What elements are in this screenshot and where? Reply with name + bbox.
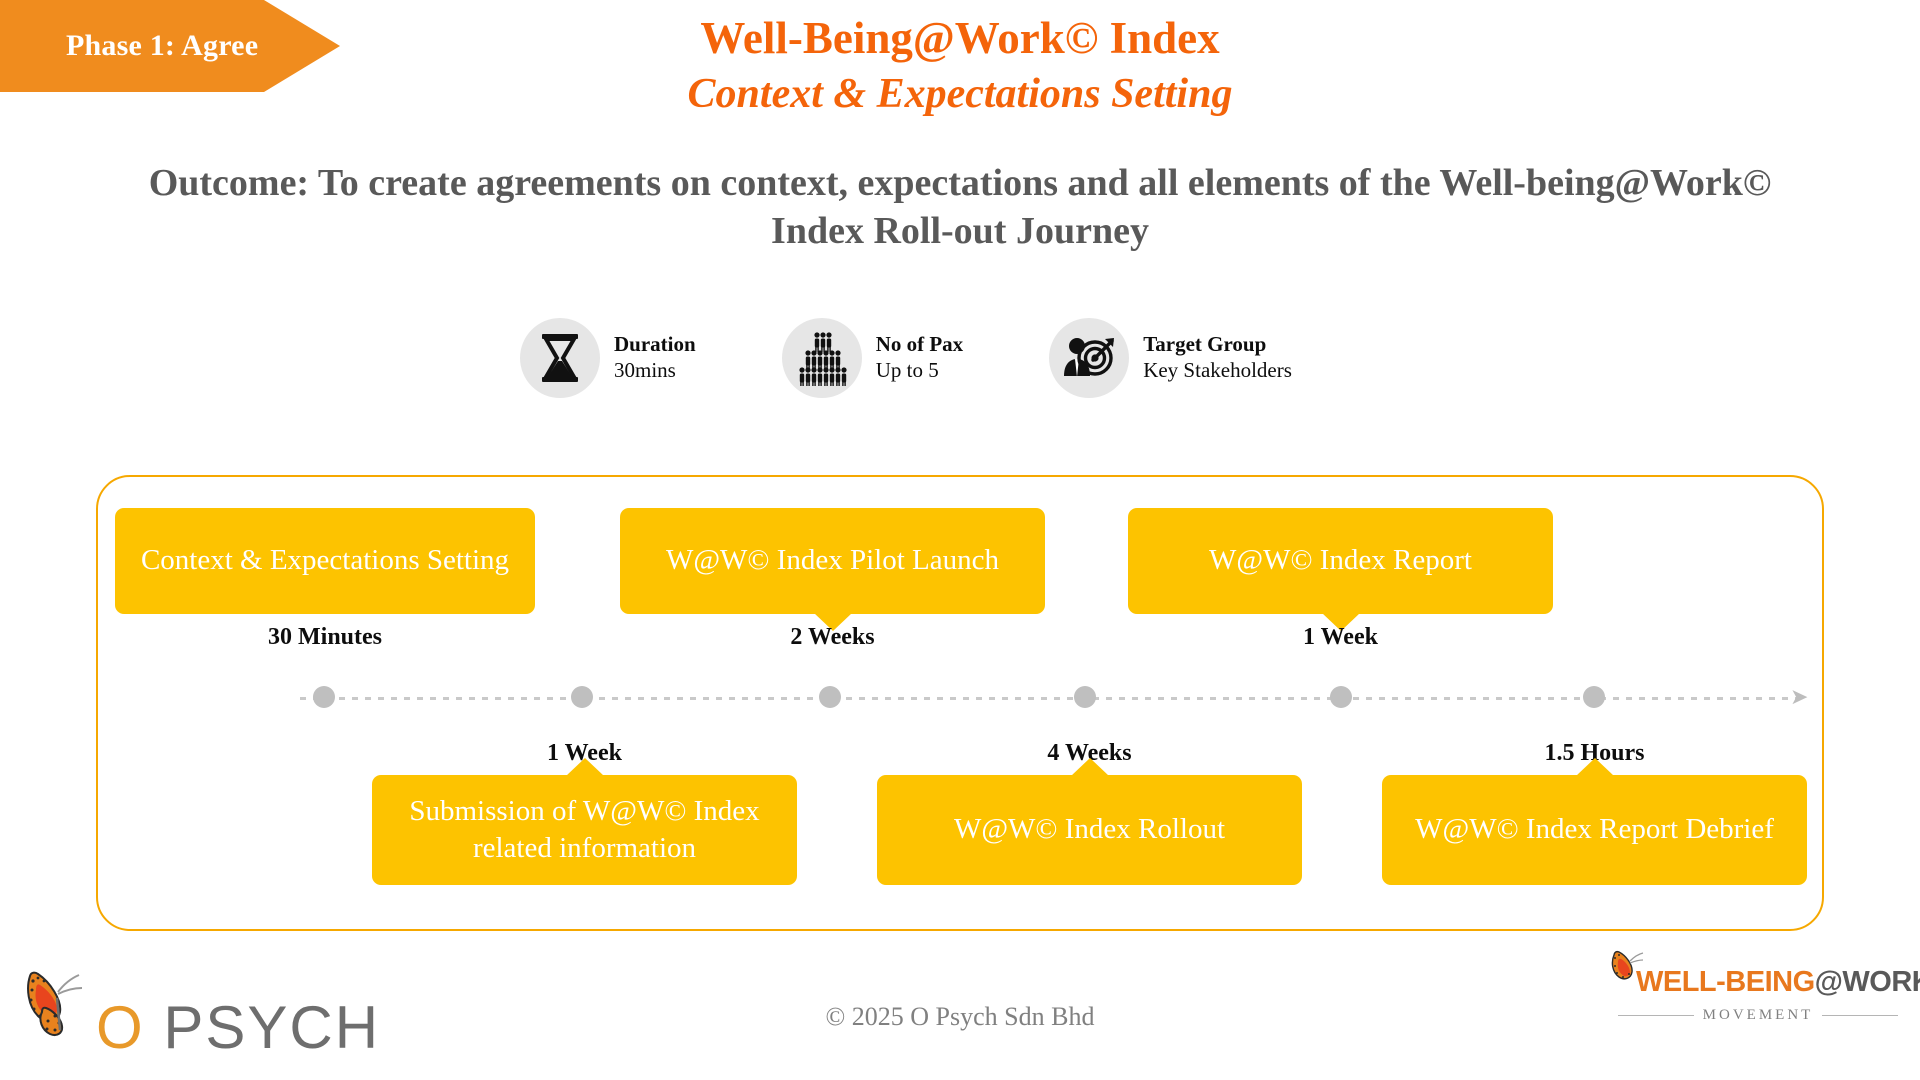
divider-left bbox=[1618, 1015, 1694, 1016]
timeline-axis bbox=[300, 697, 1800, 700]
butterfly-icon bbox=[27, 971, 83, 1036]
meta-value-pax: Up to 5 bbox=[875, 358, 939, 382]
event-box-bottom-3[interactable]: W@W© Index Report Debrief bbox=[1382, 758, 1807, 885]
meta-item-target-group: Target Group Key Stakeholders bbox=[1049, 318, 1292, 398]
page-subtitle: Context & Expectations Setting bbox=[687, 71, 1233, 118]
event-box-title: Submission of W@W© Index related informa… bbox=[409, 794, 760, 864]
pointer-down-icon bbox=[813, 613, 852, 631]
phase-banner: Phase 1: Agree bbox=[0, 0, 340, 92]
meta-text-duration: Duration 30mins bbox=[614, 332, 696, 383]
title-block: Well-Being@Work© Index Context & Expecta… bbox=[380, 12, 1540, 119]
event-box-title: W@W© Index Report Debrief bbox=[1415, 813, 1774, 846]
event-box-title: W@W© Index Report bbox=[1209, 544, 1472, 577]
divider-right bbox=[1822, 1015, 1899, 1016]
meta-label-target-group: Target Group bbox=[1143, 332, 1267, 357]
meta-label-pax: No of Pax bbox=[875, 332, 964, 357]
people-group-icon bbox=[781, 318, 862, 398]
event-box-title: W@W© Index Pilot Launch bbox=[665, 544, 1000, 577]
timeline-dot bbox=[1074, 686, 1096, 708]
wbw-logo-row: WELL-BEING@WORK© bbox=[1611, 950, 1920, 998]
opsych-logo: O PSYCH bbox=[22, 966, 380, 1058]
event-duration-top-2: 2 Weeks bbox=[790, 624, 875, 650]
opsych-logo-word: PSYCH bbox=[163, 994, 381, 1061]
timeline-dot bbox=[819, 686, 841, 708]
wbw-logo-gray: @WORK bbox=[1814, 966, 1920, 998]
wellbeing-at-work-logo: WELL-BEING@WORK© MOVEMENT bbox=[1611, 950, 1920, 1024]
pointer-up-icon bbox=[1070, 758, 1109, 776]
meta-value-duration: 30mins bbox=[614, 358, 676, 382]
butterfly-icon bbox=[1611, 950, 1644, 980]
meta-item-pax: No of Pax Up to 5 bbox=[781, 318, 964, 398]
meta-text-target-group: Target Group Key Stakeholders bbox=[1143, 332, 1292, 383]
meta-text-pax: No of Pax Up to 5 bbox=[876, 332, 964, 383]
page-title: Well-Being@Work© Index bbox=[700, 13, 1220, 63]
meta-value-target-group: Key Stakeholders bbox=[1143, 358, 1292, 382]
event-box-top-3[interactable]: W@W© Index Report bbox=[1128, 508, 1553, 631]
event-box-bottom-2[interactable]: W@W© Index Rollout bbox=[877, 758, 1302, 885]
wbw-logo-movement: MOVEMENT bbox=[1702, 1007, 1814, 1023]
journey-card bbox=[96, 475, 1824, 931]
timeline-dot bbox=[571, 686, 593, 708]
opsych-logo-o: O bbox=[96, 994, 145, 1061]
event-duration-top-3: 1 Week bbox=[1303, 624, 1378, 650]
timeline-dot bbox=[1583, 686, 1605, 708]
outcome-statement: Outcome: To create agreements on context… bbox=[148, 162, 1772, 252]
meta-label-duration: Duration bbox=[614, 332, 696, 357]
event-box-top-1[interactable]: Context & Expectations Setting bbox=[115, 508, 535, 614]
meta-strip: Duration 30mins bbox=[520, 318, 1292, 398]
pointer-up-icon bbox=[1575, 758, 1614, 776]
timeline-dot bbox=[1330, 686, 1352, 708]
event-box-bottom-1[interactable]: Submission of W@W© Index related informa… bbox=[372, 758, 797, 885]
event-box-top-2[interactable]: W@W© Index Pilot Launch bbox=[620, 508, 1045, 631]
copyright-text: © 2025 O Psych Sdn Bhd bbox=[825, 1002, 1095, 1031]
pointer-up-icon bbox=[565, 758, 604, 776]
timeline-dot bbox=[313, 686, 335, 708]
event-duration-top-1: 30 Minutes bbox=[268, 624, 382, 650]
phase-banner-label: Phase 1: Agree bbox=[66, 29, 259, 62]
meta-item-duration: Duration 30mins bbox=[520, 318, 696, 398]
opsych-logo-text: O PSYCH bbox=[96, 998, 380, 1058]
hourglass-icon bbox=[520, 318, 600, 398]
pointer-down-icon bbox=[1321, 613, 1360, 631]
wbw-logo-movement-row: MOVEMENT bbox=[1618, 1007, 1899, 1024]
event-box-title: W@W© Index Rollout bbox=[953, 813, 1226, 846]
target-audience-icon bbox=[1049, 318, 1130, 398]
wbw-logo-orange: WELL-BEING bbox=[1636, 966, 1815, 998]
event-box-title: Context & Expectations Setting bbox=[140, 544, 510, 577]
